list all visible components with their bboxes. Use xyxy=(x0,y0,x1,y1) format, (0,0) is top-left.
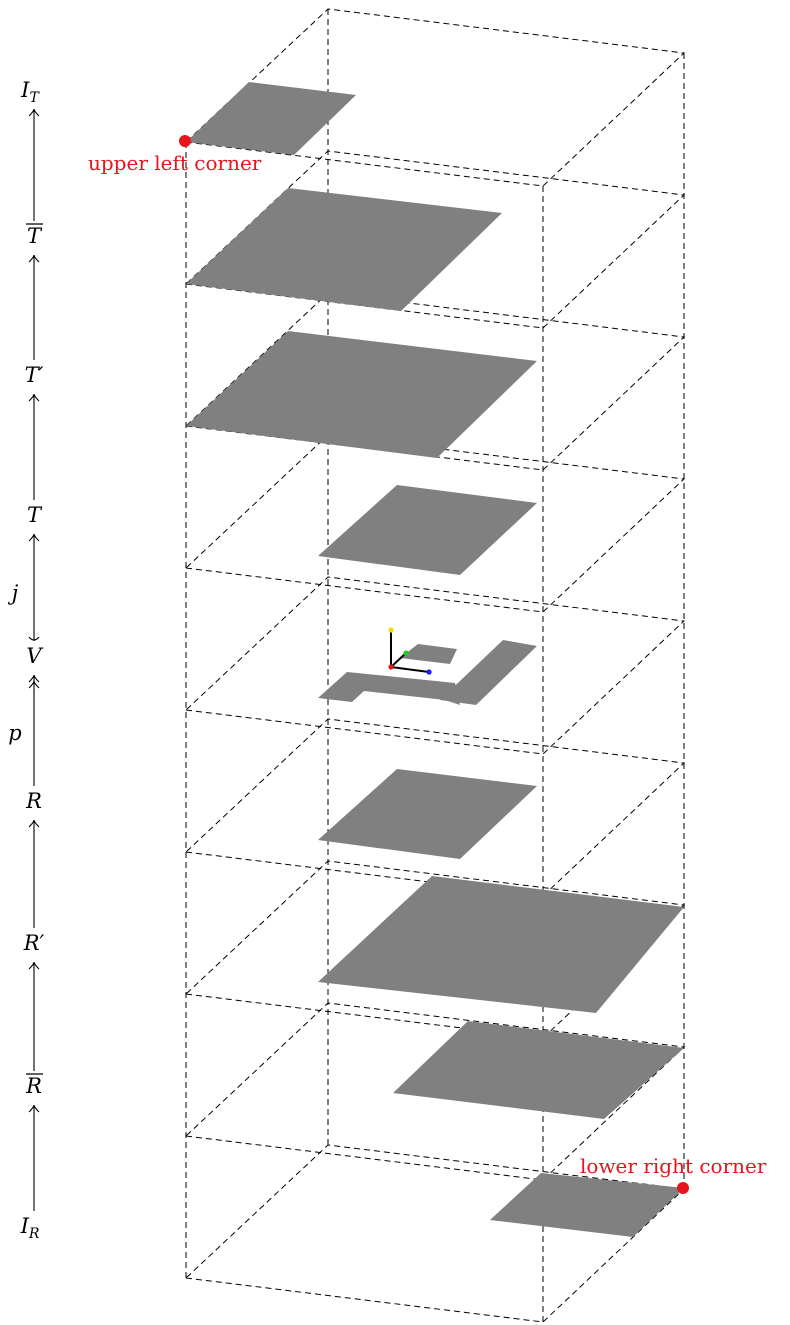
chain-arrowhead-3 xyxy=(28,393,40,402)
arrow-label-j: j xyxy=(8,581,19,605)
axis-y-tip xyxy=(388,627,394,633)
axis-z-line xyxy=(390,652,407,668)
arrow-label-p: p xyxy=(8,721,21,745)
layer-shape-7 xyxy=(490,1173,684,1237)
chain-label-Rbar: R xyxy=(25,1073,43,1098)
chain-label-text: R′ xyxy=(23,931,45,955)
chain-label-text: T xyxy=(27,224,43,248)
chain-arrowhead-7 xyxy=(28,961,40,970)
axis-z-tip xyxy=(403,650,409,656)
chain-label-Rprime: R′ xyxy=(23,931,45,955)
chain-label-text: V xyxy=(26,644,43,668)
layer-shape-3 xyxy=(318,485,537,575)
chain-arrowhead-4 xyxy=(28,533,40,542)
chain-label-text: IR xyxy=(20,1214,40,1242)
axes-origin xyxy=(388,664,394,670)
v-layer-piece-0 xyxy=(318,672,460,705)
chain-arrowhead-6 xyxy=(28,819,40,828)
chain-label-V: V xyxy=(26,644,43,668)
chain-label-text: T xyxy=(27,503,43,527)
chain-arrowhead-double xyxy=(28,680,40,689)
slab-plane-4 xyxy=(184,576,686,755)
layer-shape-4 xyxy=(318,769,537,859)
chain-label-Tprime: T′ xyxy=(25,363,44,387)
chain-label-text: R xyxy=(25,789,42,813)
chain-arrow-tail xyxy=(28,636,40,641)
layer-shape-6 xyxy=(393,1021,684,1119)
chain-arrowhead-8 xyxy=(28,1104,40,1113)
chain-label-sub: R xyxy=(28,1226,40,1242)
chain-arrowhead-1 xyxy=(28,108,40,117)
chain-label-R: R xyxy=(25,789,42,813)
axis-x-tip xyxy=(426,669,432,675)
chain-label-T: T xyxy=(27,503,43,527)
layer-shapes xyxy=(186,82,684,1237)
coordinate-axes xyxy=(388,627,432,675)
upper-left-corner-label: upper left corner xyxy=(88,151,262,175)
lower-right-corner-marker xyxy=(677,1182,689,1194)
v-layer-piece-1 xyxy=(440,640,537,705)
lower-right-corner-label: lower right corner xyxy=(580,1154,767,1178)
axis-x-line xyxy=(390,666,430,673)
chain-label-Tbar: T xyxy=(26,223,43,248)
chain-label-text: T′ xyxy=(25,363,44,387)
corner-markers: upper left corner lower right corner xyxy=(88,135,767,1194)
chain-label-text: IT xyxy=(20,78,40,106)
chain-label-sub: T xyxy=(29,90,40,106)
v-layer-piece-2 xyxy=(400,644,457,664)
chain-arrowhead-5 xyxy=(28,674,40,683)
layer-shape-2 xyxy=(186,331,537,458)
chain-arrowhead-2 xyxy=(28,254,40,263)
chain-label-text: R xyxy=(25,1074,42,1098)
layer-shape-5 xyxy=(318,876,684,1013)
chain-label-IT: IT xyxy=(20,78,40,106)
layer-shape-1 xyxy=(186,188,502,311)
chain-label-IR: IR xyxy=(20,1214,40,1242)
upper-left-corner-marker xyxy=(179,135,191,147)
layer-shape-0 xyxy=(186,82,356,155)
